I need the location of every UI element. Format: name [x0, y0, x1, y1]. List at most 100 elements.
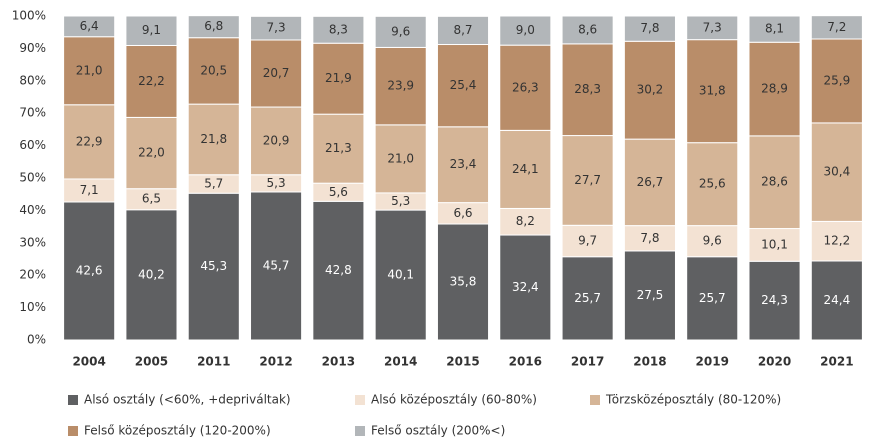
bar-segment [499, 15, 552, 46]
legend-label: Felső középosztály (120-200%) [84, 424, 271, 438]
bar-segment [748, 41, 801, 137]
bar-segment [436, 44, 490, 128]
bar-segment [436, 223, 490, 341]
x-tick-label: 2018 [633, 355, 666, 369]
y-tick-label: 60% [19, 138, 46, 152]
bar-segment [63, 15, 116, 38]
data-label: 8,3 [329, 22, 348, 36]
data-label: 8,1 [765, 22, 784, 36]
data-label: 6,6 [453, 206, 472, 220]
y-tick-label: 40% [19, 203, 46, 217]
bar-segment [63, 201, 116, 341]
data-label: 21,0 [387, 151, 414, 165]
bar-segment [561, 135, 614, 226]
data-label: 25,7 [574, 291, 601, 305]
legend-swatch [355, 426, 365, 436]
bar-segment [187, 15, 240, 39]
x-tick-label: 2013 [322, 355, 355, 369]
data-label: 42,6 [76, 263, 103, 277]
bar-segment [686, 15, 739, 41]
y-tick-label: 70% [19, 106, 46, 120]
data-label: 32,4 [512, 280, 539, 294]
data-label: 20,7 [263, 66, 290, 80]
bar-segment [125, 44, 178, 118]
data-label: 22,2 [138, 74, 165, 88]
x-tick-label: 2020 [758, 355, 791, 369]
data-label: 9,6 [391, 24, 410, 38]
data-label: 9,1 [142, 23, 161, 37]
legend-label: Alsó osztály (<60%, +depriváltak) [84, 393, 291, 407]
bar-segment [748, 135, 801, 230]
bar-segment [810, 38, 863, 124]
data-label: 22,0 [138, 146, 165, 160]
data-label: 42,8 [325, 263, 352, 277]
bar-segment [187, 192, 240, 341]
bar-segment [686, 256, 739, 341]
bar-segment [623, 250, 676, 341]
bar-segment [561, 256, 614, 341]
data-label: 7,3 [267, 21, 286, 35]
bar-segment [686, 225, 739, 258]
legend-swatch [68, 426, 78, 436]
bar-segment [686, 39, 739, 144]
y-tick-label: 10% [19, 300, 46, 314]
bar-segment [312, 113, 365, 184]
bar-segment [374, 46, 427, 126]
data-label: 24,3 [761, 293, 788, 307]
data-label: 7,3 [703, 20, 722, 34]
x-tick-label: 2016 [509, 355, 542, 369]
bar-segment [810, 260, 863, 341]
x-tick-label: 2015 [446, 355, 479, 369]
bar-segment [748, 260, 801, 341]
data-label: 7,8 [640, 21, 659, 35]
y-tick-label: 80% [19, 73, 46, 87]
bar-segment [810, 15, 863, 40]
data-label: 25,4 [450, 78, 477, 92]
y-tick-label: 100% [12, 9, 46, 23]
bar-segment [436, 15, 490, 46]
data-label: 25,7 [699, 291, 726, 305]
data-label: 25,9 [823, 73, 850, 87]
data-label: 28,6 [761, 175, 788, 189]
legend-label: Alsó középosztály (60-80%) [371, 393, 537, 407]
data-label: 8,6 [578, 22, 597, 36]
bar-segment [623, 138, 676, 227]
data-label: 7,8 [640, 231, 659, 245]
bar-segment [561, 15, 614, 45]
data-label: 21,8 [200, 132, 227, 146]
legend-swatch [68, 395, 78, 405]
bar-segment [374, 15, 427, 48]
data-label: 27,7 [574, 173, 601, 187]
data-label: 23,9 [387, 79, 414, 93]
x-tick-label: 2019 [696, 355, 729, 369]
data-label: 24,1 [512, 162, 539, 176]
data-label: 6,8 [204, 19, 223, 33]
x-tick-label: 2012 [259, 355, 292, 369]
x-tick-label: 2005 [135, 355, 168, 369]
data-label: 28,9 [761, 82, 788, 96]
y-tick-label: 0% [27, 333, 46, 347]
x-tick-label: 2021 [820, 355, 853, 369]
bar-segment [250, 191, 303, 341]
bar-segment [623, 40, 676, 140]
bar-segment [125, 116, 178, 190]
bar-segment [187, 37, 240, 105]
data-label: 9,6 [703, 234, 722, 248]
data-label: 45,7 [263, 258, 290, 272]
bar-segment [312, 15, 365, 44]
data-label: 21,9 [325, 71, 352, 85]
data-label: 9,0 [516, 23, 535, 37]
data-label: 23,4 [450, 157, 477, 171]
x-tick-label: 2004 [72, 355, 105, 369]
y-tick-label: 50% [19, 171, 46, 185]
bar-segment [748, 228, 801, 262]
data-label: 12,2 [823, 234, 850, 248]
bar-segment [312, 42, 365, 115]
y-tick-label: 30% [19, 235, 46, 249]
data-label: 22,9 [76, 134, 103, 148]
bar-segment [125, 15, 178, 46]
bar-segment [810, 220, 863, 262]
bar-segment [63, 36, 116, 106]
data-label: 8,7 [453, 23, 472, 37]
bar-segment [499, 129, 552, 209]
